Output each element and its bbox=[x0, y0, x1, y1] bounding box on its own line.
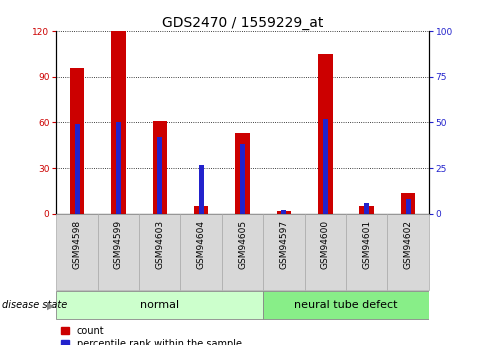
Text: neural tube defect: neural tube defect bbox=[294, 300, 398, 310]
Bar bbox=[360, 206, 374, 214]
Legend: count, percentile rank within the sample: count, percentile rank within the sample bbox=[61, 326, 242, 345]
Text: GSM94602: GSM94602 bbox=[404, 220, 413, 269]
Bar bbox=[198, 165, 204, 214]
Bar bbox=[263, 214, 305, 290]
Text: GSM94605: GSM94605 bbox=[238, 220, 247, 269]
Text: GSM94599: GSM94599 bbox=[114, 220, 123, 269]
Bar bbox=[235, 133, 250, 214]
Bar bbox=[111, 31, 125, 214]
Text: ▶: ▶ bbox=[47, 300, 54, 310]
Bar bbox=[152, 121, 167, 214]
Bar bbox=[263, 291, 429, 319]
Bar bbox=[240, 145, 245, 214]
Bar bbox=[346, 214, 388, 290]
Text: GSM94597: GSM94597 bbox=[279, 220, 289, 269]
Bar bbox=[222, 214, 263, 290]
Text: GSM94604: GSM94604 bbox=[196, 220, 206, 269]
Bar bbox=[401, 193, 416, 214]
Bar bbox=[70, 68, 84, 214]
Bar bbox=[318, 54, 333, 214]
Bar bbox=[406, 199, 411, 214]
Bar bbox=[74, 124, 79, 214]
Bar bbox=[180, 214, 222, 290]
Bar bbox=[56, 291, 263, 319]
Text: GSM94600: GSM94600 bbox=[321, 220, 330, 269]
Text: GSM94598: GSM94598 bbox=[73, 220, 81, 269]
Text: GSM94603: GSM94603 bbox=[155, 220, 164, 269]
Text: GSM94601: GSM94601 bbox=[362, 220, 371, 269]
Bar bbox=[98, 214, 139, 290]
Bar bbox=[139, 214, 180, 290]
Bar bbox=[277, 211, 291, 214]
Bar bbox=[116, 122, 121, 214]
Title: GDS2470 / 1559229_at: GDS2470 / 1559229_at bbox=[162, 16, 323, 30]
Bar bbox=[388, 214, 429, 290]
Bar bbox=[194, 206, 208, 214]
Bar bbox=[323, 119, 328, 214]
Bar bbox=[364, 203, 369, 214]
Bar bbox=[157, 137, 162, 214]
Text: disease state: disease state bbox=[2, 300, 68, 310]
Text: normal: normal bbox=[140, 300, 179, 310]
Bar bbox=[305, 214, 346, 290]
Bar bbox=[281, 210, 287, 214]
Bar bbox=[56, 214, 98, 290]
